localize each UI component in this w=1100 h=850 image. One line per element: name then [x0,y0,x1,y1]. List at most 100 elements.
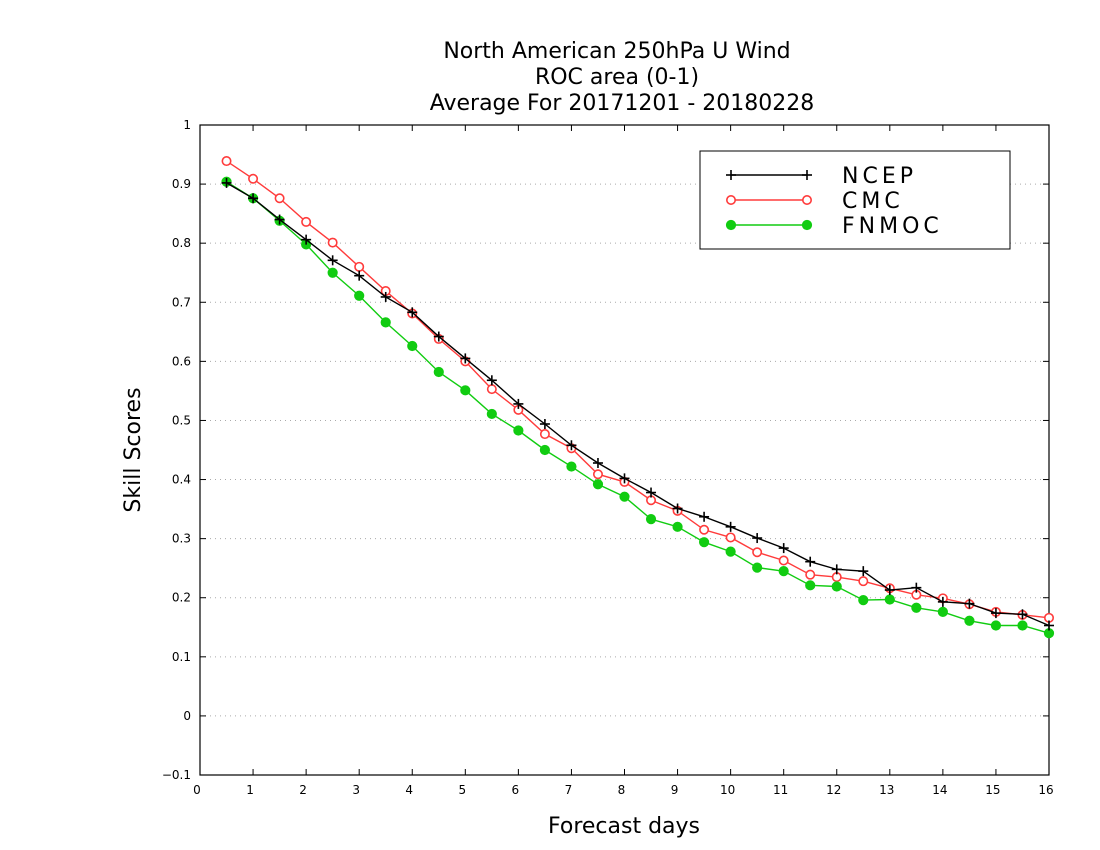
data-point-ncep [725,521,736,532]
series-fnmoc [221,176,1055,639]
x-tick-label: 14 [932,783,947,797]
data-point-ncep [619,473,630,484]
data-point-ncep [964,598,975,609]
data-point-cmc [248,173,259,184]
data-point-fnmoc [990,620,1002,631]
data-point-fnmoc [407,340,418,352]
data-point-ncep [990,608,1001,619]
data-point-ncep [301,234,312,245]
legend-marker-cmc-start [725,195,736,206]
legend-label-cmc: CMC [842,189,904,214]
data-point-cmc [354,261,365,272]
data-point-cmc [301,216,312,227]
data-point-fnmoc [937,606,948,618]
data-point-fnmoc [327,267,338,278]
chart-title-line-2: ROC area (0-1) [535,65,699,90]
x-tick-label: 1 [246,783,254,797]
x-tick-label: 11 [773,783,788,797]
data-point-ncep [513,398,524,409]
chart-title-line-1: North American 250hPa U Wind [443,39,790,64]
x-tick-label: 0 [193,783,201,797]
data-point-cmc [858,576,869,587]
data-point-fnmoc [566,461,577,472]
x-tick-label: 3 [352,783,360,797]
data-point-fnmoc [778,566,789,577]
data-point-fnmoc [752,562,763,573]
data-point-cmc [221,156,232,167]
y-tick-label: 0.7 [172,295,191,309]
data-point-fnmoc [354,290,365,301]
data-point-fnmoc [805,580,816,591]
x-tick-label: 6 [512,783,520,797]
x-tick-label: 4 [405,783,413,797]
data-point-cmc [592,469,603,480]
data-point-ncep [646,487,657,498]
data-point-ncep [327,255,338,266]
data-point-fnmoc [619,491,630,502]
data-point-fnmoc [460,385,471,396]
data-point-ncep [752,533,763,544]
x-tick-label: 15 [985,783,1000,797]
x-tick-label: 13 [879,783,894,797]
data-point-ncep [858,566,869,577]
x-tick-label: 9 [671,783,679,797]
legend-item-ncep: NCEP [726,164,917,189]
data-point-ncep [460,353,471,364]
data-point-ncep [937,596,948,607]
data-point-ncep [672,503,683,514]
data-point-cmc [778,555,789,566]
legend-marker-ncep-end [802,170,812,180]
legend-label-ncep: NCEP [842,164,917,189]
data-point-ncep [884,585,895,596]
data-point-ncep [699,511,710,522]
data-point-fnmoc [911,602,922,613]
y-tick-label: 0.2 [172,591,191,605]
data-point-fnmoc [645,514,657,525]
data-point-fnmoc [433,366,444,378]
data-point-cmc [274,193,285,204]
data-point-ncep [486,375,497,386]
data-point-fnmoc [513,425,524,436]
data-point-ncep [805,556,816,567]
data-point-cmc [539,429,550,440]
series-lines [221,156,1055,639]
y-tick-label: 0.9 [172,177,191,191]
data-point-cmc [327,237,338,248]
y-tick-label: −0.1 [162,768,191,782]
x-tick-label: 7 [565,783,573,797]
data-point-ncep [539,419,550,429]
legend-marker-cmc-end [801,195,812,206]
data-point-cmc [752,547,763,558]
y-tick-label: 0 [183,709,191,723]
x-tick-label: 8 [618,783,626,797]
data-point-ncep [911,582,922,593]
x-tick-label: 16 [1038,783,1053,797]
data-point-fnmoc [592,479,604,490]
x-tick-label: 12 [826,783,841,797]
data-point-ncep [831,564,842,575]
data-point-cmc [486,384,497,395]
y-tick-label: 0.4 [172,473,191,487]
data-point-fnmoc [964,615,975,626]
data-point-fnmoc [698,537,710,548]
y-tick-label: 0.8 [172,236,191,250]
data-point-ncep [1017,609,1028,620]
y-tick-label: 0.5 [172,413,191,427]
data-point-cmc [699,524,710,535]
data-point-fnmoc [725,546,736,557]
series-ncep [221,177,1054,631]
data-point-ncep [380,291,391,302]
data-point-fnmoc [1017,620,1028,631]
legend-marker-fnmoc-start [725,219,737,231]
data-point-ncep [221,177,232,188]
data-point-fnmoc [672,521,683,532]
data-point-ncep [248,193,259,204]
axes: −0.100.10.20.30.40.50.60.70.80.910 1 2 3 4 5 6… [162,118,1054,797]
data-point-ncep [566,440,577,451]
chart-title: North American 250hPa U Wind ROC area (0… [430,39,815,116]
data-point-cmc [805,569,816,580]
data-point-cmc [725,532,736,543]
y-tick-label: 1 [183,118,191,132]
